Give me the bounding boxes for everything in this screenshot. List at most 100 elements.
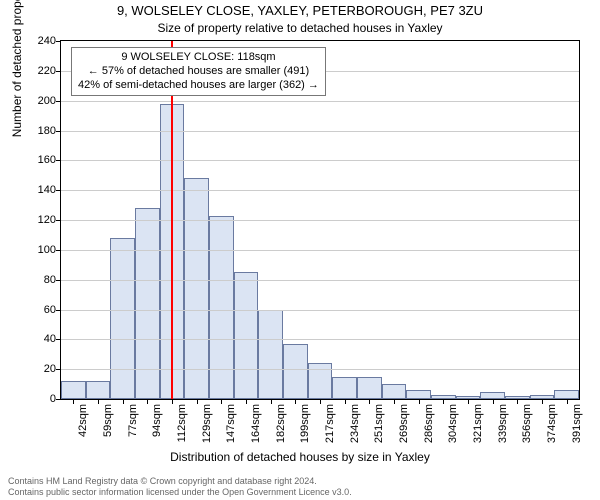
x-tick-label: 164sqm bbox=[250, 404, 262, 464]
y-tick-label: 0 bbox=[16, 393, 56, 405]
y-tick-label: 100 bbox=[16, 244, 56, 256]
histogram-bar bbox=[61, 381, 86, 399]
x-tick-label: 112sqm bbox=[176, 404, 188, 464]
gridline bbox=[61, 131, 579, 132]
y-tick-mark bbox=[56, 369, 61, 370]
y-tick-mark bbox=[56, 250, 61, 251]
x-tick-label: 304sqm bbox=[447, 404, 459, 464]
x-tick-mark bbox=[73, 399, 74, 404]
y-tick-mark bbox=[56, 41, 61, 42]
histogram-bar bbox=[110, 238, 135, 399]
gridline bbox=[61, 220, 579, 221]
gridline bbox=[61, 160, 579, 161]
x-tick-label: 199sqm bbox=[299, 404, 311, 464]
y-tick-label: 140 bbox=[16, 184, 56, 196]
x-tick-mark bbox=[369, 399, 370, 404]
y-tick-label: 220 bbox=[16, 65, 56, 77]
info-box: 9 WOLSELEY CLOSE: 118sqm ← 57% of detach… bbox=[71, 47, 326, 96]
histogram-bar bbox=[406, 390, 431, 399]
histogram-bar bbox=[554, 390, 579, 399]
info-box-line1: 9 WOLSELEY CLOSE: 118sqm bbox=[78, 51, 319, 65]
info-box-line2: ← 57% of detached houses are smaller (49… bbox=[78, 65, 319, 79]
y-tick-mark bbox=[56, 71, 61, 72]
footer-line1: Contains HM Land Registry data © Crown c… bbox=[8, 476, 352, 487]
plot-area: 9 WOLSELEY CLOSE: 118sqm ← 57% of detach… bbox=[60, 40, 580, 400]
gridline bbox=[61, 310, 579, 311]
y-tick-label: 160 bbox=[16, 154, 56, 166]
x-tick-label: 251sqm bbox=[373, 404, 385, 464]
y-tick-mark bbox=[56, 101, 61, 102]
y-tick-label: 240 bbox=[16, 35, 56, 47]
x-tick-label: 234sqm bbox=[349, 404, 361, 464]
y-tick-mark bbox=[56, 310, 61, 311]
x-tick-mark bbox=[345, 399, 346, 404]
x-tick-mark bbox=[493, 399, 494, 404]
histogram-bar bbox=[480, 392, 505, 399]
x-tick-label: 77sqm bbox=[127, 404, 139, 464]
x-tick-label: 391sqm bbox=[571, 404, 583, 464]
x-tick-label: 147sqm bbox=[225, 404, 237, 464]
x-tick-label: 339sqm bbox=[497, 404, 509, 464]
y-tick-mark bbox=[56, 190, 61, 191]
x-tick-mark bbox=[567, 399, 568, 404]
x-tick-mark bbox=[295, 399, 296, 404]
histogram-bar bbox=[209, 216, 234, 399]
info-box-line3: 42% of semi-detached houses are larger (… bbox=[78, 79, 319, 93]
x-tick-label: 286sqm bbox=[423, 404, 435, 464]
x-tick-label: 42sqm bbox=[77, 404, 89, 464]
x-tick-label: 94sqm bbox=[151, 404, 163, 464]
y-tick-mark bbox=[56, 220, 61, 221]
histogram-bar bbox=[357, 377, 382, 399]
chart-titles: 9, WOLSELEY CLOSE, YAXLEY, PETERBOROUGH,… bbox=[0, 2, 600, 36]
gridline bbox=[61, 369, 579, 370]
y-tick-label: 120 bbox=[16, 214, 56, 226]
x-tick-label: 182sqm bbox=[275, 404, 287, 464]
y-tick-label: 40 bbox=[16, 333, 56, 345]
x-tick-mark bbox=[320, 399, 321, 404]
histogram-bar bbox=[258, 310, 283, 400]
x-tick-label: 321sqm bbox=[472, 404, 484, 464]
x-tick-mark bbox=[221, 399, 222, 404]
chart-title-sub: Size of property relative to detached ho… bbox=[0, 20, 600, 36]
gridline bbox=[61, 190, 579, 191]
chart-container: 9, WOLSELEY CLOSE, YAXLEY, PETERBOROUGH,… bbox=[0, 0, 600, 500]
x-tick-mark bbox=[542, 399, 543, 404]
y-tick-label: 60 bbox=[16, 304, 56, 316]
histogram-bar bbox=[382, 384, 407, 399]
x-tick-label: 217sqm bbox=[324, 404, 336, 464]
chart-title-main: 9, WOLSELEY CLOSE, YAXLEY, PETERBOROUGH,… bbox=[0, 2, 600, 20]
gridline bbox=[61, 280, 579, 281]
y-tick-mark bbox=[56, 160, 61, 161]
x-tick-mark bbox=[517, 399, 518, 404]
x-tick-mark bbox=[271, 399, 272, 404]
y-tick-mark bbox=[56, 339, 61, 340]
histogram-bar bbox=[135, 208, 160, 399]
x-tick-label: 374sqm bbox=[546, 404, 558, 464]
x-tick-label: 356sqm bbox=[521, 404, 533, 464]
footer-line2: Contains public sector information licen… bbox=[8, 487, 352, 498]
histogram-bar bbox=[86, 381, 111, 399]
x-tick-mark bbox=[123, 399, 124, 404]
x-tick-mark bbox=[147, 399, 148, 404]
histogram-bar bbox=[184, 178, 209, 399]
x-tick-mark bbox=[419, 399, 420, 404]
x-tick-mark bbox=[394, 399, 395, 404]
x-tick-label: 59sqm bbox=[102, 404, 114, 464]
x-tick-label: 129sqm bbox=[201, 404, 213, 464]
y-tick-mark bbox=[56, 280, 61, 281]
gridline bbox=[61, 339, 579, 340]
x-tick-mark bbox=[197, 399, 198, 404]
x-tick-label: 269sqm bbox=[398, 404, 410, 464]
histogram-bar bbox=[332, 377, 357, 399]
x-tick-mark bbox=[98, 399, 99, 404]
histogram-bar bbox=[283, 344, 308, 399]
gridline bbox=[61, 101, 579, 102]
y-tick-mark bbox=[56, 399, 61, 400]
y-tick-label: 180 bbox=[16, 125, 56, 137]
x-tick-mark bbox=[172, 399, 173, 404]
y-tick-label: 20 bbox=[16, 363, 56, 375]
x-tick-mark bbox=[246, 399, 247, 404]
x-tick-mark bbox=[443, 399, 444, 404]
y-tick-label: 80 bbox=[16, 274, 56, 286]
gridline bbox=[61, 250, 579, 251]
